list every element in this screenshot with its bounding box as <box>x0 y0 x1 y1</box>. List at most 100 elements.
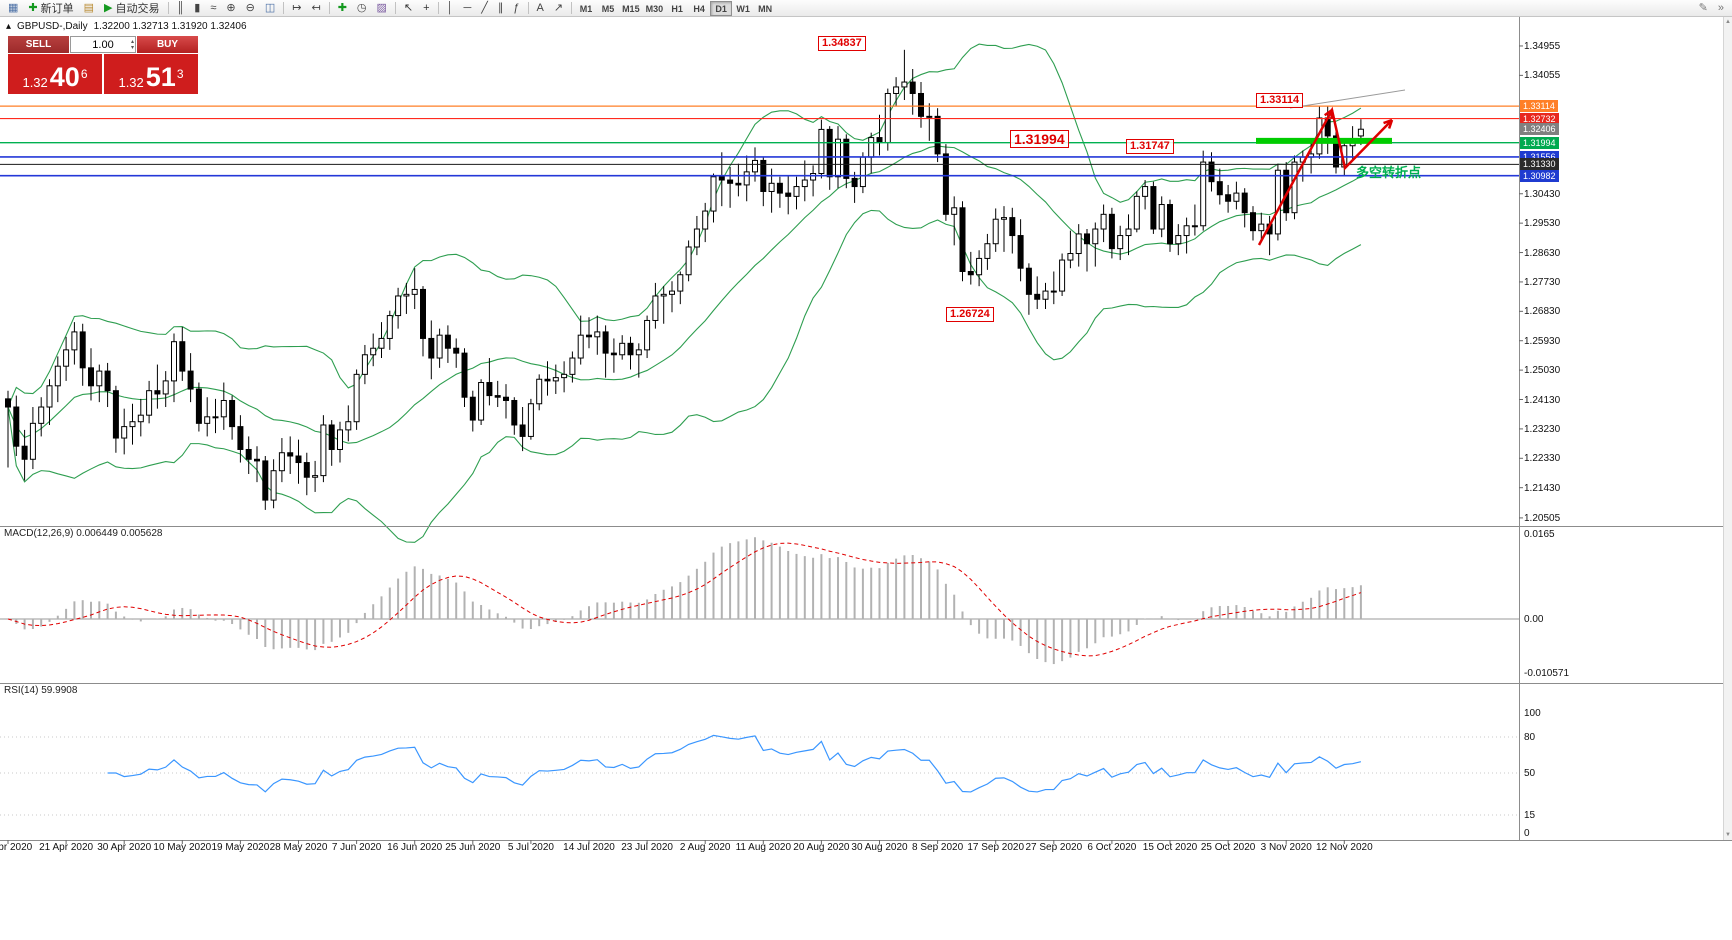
toolbar-separator <box>571 2 573 14</box>
cursor-button[interactable]: ↖ <box>399 1 418 16</box>
tile-windows-button[interactable]: ◫ <box>260 1 280 16</box>
zoom-in-button[interactable]: ⊕ <box>221 1 240 16</box>
candle-body <box>702 210 709 230</box>
bollinger-middle-band <box>7 145 1362 444</box>
candle-body <box>627 342 634 356</box>
candle-body <box>610 352 617 356</box>
candle-body <box>63 349 70 367</box>
candle-body <box>29 422 36 460</box>
candle-body <box>967 270 974 276</box>
candle-body <box>204 416 211 424</box>
fibonacci-button[interactable]: ƒ <box>508 1 524 16</box>
auto-scroll-button[interactable]: ↦ <box>287 1 306 16</box>
timeframe-m5-button[interactable]: M5 <box>601 3 615 14</box>
periods-button[interactable]: ◷ <box>352 1 372 16</box>
scrollbar-track[interactable] <box>1724 27 1732 830</box>
candle-body <box>1042 290 1049 300</box>
candle-body <box>586 334 592 338</box>
sell-button[interactable]: SELL <box>8 36 69 53</box>
candle-body <box>436 334 443 359</box>
candle-body <box>1067 253 1074 261</box>
candle-body <box>1034 293 1041 300</box>
templates-button[interactable]: ▨ <box>372 1 392 16</box>
trend-line-button[interactable]: ╱ <box>476 1 493 16</box>
candle-body <box>984 243 991 259</box>
candle-body <box>112 390 119 439</box>
candle-body <box>801 179 808 188</box>
new-chart-button[interactable]: ▦ <box>3 1 23 16</box>
auto-trading-button[interactable]: ▶ 自动交易 <box>99 1 164 16</box>
bollinger-lower-band <box>7 209 1362 543</box>
candle-body <box>237 426 244 450</box>
toolbar-separator <box>437 2 439 14</box>
scroll-up-icon[interactable]: ▲ <box>1725 19 1731 25</box>
vertical-line-button[interactable]: │ <box>442 1 459 16</box>
bid-price-box[interactable]: 1.32 40 6 <box>8 54 102 94</box>
candle-body <box>602 331 609 354</box>
vertical-scrollbar[interactable]: ▲ ▼ <box>1723 17 1732 840</box>
candle-body <box>1084 233 1090 245</box>
one-click-collapse-icon[interactable]: ▴ <box>6 21 12 32</box>
indicators-list-icon: ✚ <box>337 1 347 14</box>
candle-body <box>1075 233 1082 255</box>
auto-trading-label: 自动交易 <box>115 3 160 15</box>
equidistant-channel-button[interactable]: ∥ <box>493 1 509 16</box>
timeframe-m15-button[interactable]: M15 <box>622 3 640 14</box>
candle-body <box>461 352 468 398</box>
tile-windows-icon: ◫ <box>264 1 276 14</box>
volume-up-icon[interactable]: ▴ <box>130 38 134 45</box>
candle-body <box>1250 212 1256 232</box>
timeframe-d1-button[interactable]: D1 <box>710 0 733 16</box>
new-order-button[interactable]: ✚ 新订单 <box>23 1 78 16</box>
ohlc-values: 1.32200 1.32713 1.31920 1.32406 <box>93 21 247 32</box>
scroll-down-icon[interactable]: ▼ <box>1725 832 1731 838</box>
candle-body <box>1200 161 1207 227</box>
timeframe-h1-button[interactable]: H1 <box>671 3 683 14</box>
candle-body <box>54 365 61 387</box>
candle-body <box>1001 217 1007 220</box>
rsi-label: RSI(14) <box>4 685 39 696</box>
candle-body <box>635 349 642 356</box>
chart-shift-button[interactable]: ↤ <box>306 1 325 16</box>
zoom-out-button[interactable]: ⊖ <box>241 1 260 16</box>
chart-profiles-button[interactable]: ▤ <box>79 1 99 16</box>
cursor-icon: ↖ <box>403 1 414 14</box>
timeframe-m1-button[interactable]: M1 <box>579 3 593 14</box>
candle-body <box>1125 228 1132 237</box>
ask-price-box[interactable]: 1.32 51 3 <box>104 54 198 94</box>
toolbar-edit-button[interactable]: ✎ <box>1694 1 1713 16</box>
candle-body <box>669 290 675 295</box>
timeframe-h4-button[interactable]: H4 <box>693 3 705 14</box>
candle-body <box>901 81 908 88</box>
candle-body <box>1017 235 1024 269</box>
candle-body <box>1274 169 1281 235</box>
arrows-tool-button[interactable]: ↗ <box>549 1 568 16</box>
timeframe-m30-button[interactable]: M30 <box>645 3 664 14</box>
gray-trendline[interactable] <box>1289 89 1406 109</box>
indicators-list-button[interactable]: ✚ <box>333 1 352 16</box>
chart-bars-button[interactable]: ║ <box>172 1 190 16</box>
buy-button[interactable]: BUY <box>137 36 198 53</box>
volume-down-icon[interactable]: ▾ <box>130 44 134 51</box>
candle-body <box>1216 181 1223 196</box>
rsi-value: 59.9908 <box>41 685 78 696</box>
volume-field[interactable]: 1.00 ▴ ▾ <box>70 36 136 53</box>
fibonacci-icon: ƒ <box>513 1 520 14</box>
chart-line-button[interactable]: ≈ <box>205 1 221 16</box>
toolbar-expand-button[interactable]: » <box>1713 1 1729 16</box>
candle-body <box>162 380 169 395</box>
candle-body <box>718 176 725 181</box>
horizontal-line-button[interactable]: ─ <box>458 1 476 16</box>
chart-candles-button[interactable]: ▮ <box>189 1 205 16</box>
toolbar-separator <box>527 2 529 14</box>
text-button[interactable]: A <box>532 1 549 16</box>
timeframe-mn-button[interactable]: MN <box>758 3 773 14</box>
candle-body <box>21 445 28 460</box>
candle-body <box>959 207 966 272</box>
toolbar-edit-icon: ✎ <box>1698 1 1708 14</box>
new-order-icon: ✚ <box>28 1 38 14</box>
timeframe-w1-button[interactable]: W1 <box>736 3 750 14</box>
crosshair-button[interactable]: + <box>418 1 434 16</box>
